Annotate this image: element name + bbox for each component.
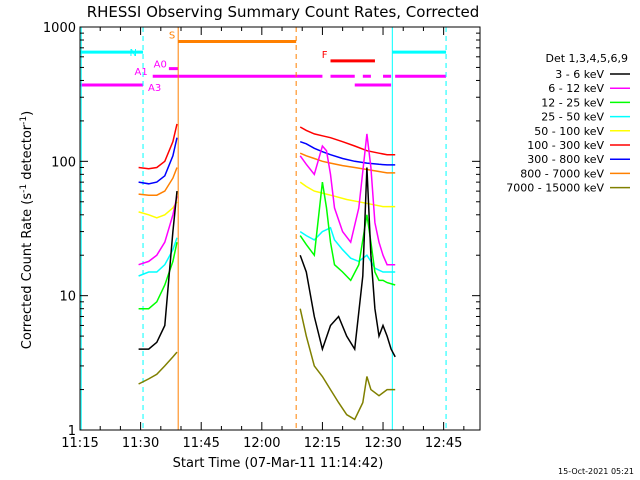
series-line-6-12-keV bbox=[138, 196, 178, 266]
series-line-800-7000-keV bbox=[299, 152, 396, 174]
series-line-7000-15000-keV bbox=[299, 308, 396, 421]
legend-label: 7000 - 15000 keV bbox=[506, 182, 604, 195]
legend-label: 6 - 12 keV bbox=[548, 82, 604, 95]
mode-change-lines bbox=[80, 27, 447, 430]
plot-frame bbox=[79, 26, 481, 431]
series-group bbox=[138, 123, 396, 421]
x-tick-label: 12:15 bbox=[304, 436, 341, 451]
series-line-50-100-keV bbox=[299, 181, 396, 208]
y-axis-label-mid: detector bbox=[20, 124, 35, 184]
series-line-100-300-keV bbox=[299, 126, 396, 156]
series-line-3-6-keV bbox=[138, 191, 178, 350]
y-axis-label-end: ) bbox=[20, 111, 35, 116]
chart-title: RHESSI Observing Summary Count Rates, Co… bbox=[87, 3, 480, 21]
y-axis-label: Corrected Count Rate (s-1 detector-1) bbox=[19, 111, 35, 349]
y-axis-label-main: Corrected Count Rate (s bbox=[20, 193, 35, 350]
x-tick-label: 12:45 bbox=[425, 436, 462, 451]
y-tick-label: 10 bbox=[59, 290, 76, 305]
series-line-12-25-keV bbox=[138, 242, 178, 310]
series-line-6-12-keV bbox=[299, 133, 396, 266]
series-line-100-300-keV bbox=[138, 123, 178, 170]
series-line-50-100-keV bbox=[138, 201, 178, 219]
legend-label: 3 - 6 keV bbox=[555, 68, 604, 81]
legend-label: 50 - 100 keV bbox=[534, 125, 604, 138]
timestamp: 15-Oct-2021 05:21 bbox=[558, 467, 634, 476]
x-tick-label: 11:30 bbox=[122, 436, 159, 451]
y-tick-label: 100 bbox=[51, 155, 76, 170]
series-line-800-7000-keV bbox=[138, 167, 178, 196]
flag-label-a0: A0 bbox=[154, 60, 167, 71]
legend-label: 12 - 25 keV bbox=[541, 96, 604, 109]
x-tick-label: 11:15 bbox=[61, 436, 98, 451]
y-tick-label: 1 bbox=[68, 424, 76, 439]
series-line-3-6-keV bbox=[299, 167, 396, 358]
series-line-300-800-keV bbox=[299, 140, 396, 166]
flag-label-a1: A1 bbox=[135, 67, 148, 78]
legend-label: 300 - 800 keV bbox=[527, 153, 604, 166]
series-line-12-25-keV bbox=[299, 181, 396, 286]
flag-label-n: N bbox=[130, 48, 137, 59]
legend-label: 800 - 7000 keV bbox=[520, 167, 604, 180]
series-line-7000-15000-keV bbox=[138, 351, 178, 385]
axes: 11:15 11:30 11:45 12:00 12:15 12:30 12:45 1 10 10… bbox=[43, 21, 481, 451]
x-tick-label: 11:45 bbox=[182, 436, 219, 451]
x-axis-label: Start Time (07-Mar-11 11:14:42) bbox=[173, 456, 384, 471]
y-axis-label-sup2: -1 bbox=[19, 116, 29, 125]
flag-label-f: F bbox=[322, 50, 328, 61]
legend-title: Det 1,3,4,5,6,9 bbox=[545, 52, 628, 65]
flag-label-a3: A3 bbox=[148, 83, 161, 94]
y-axis-label-sup1: -1 bbox=[19, 184, 29, 193]
series-line-25-50-keV bbox=[138, 237, 178, 277]
x-tick-label: 12:30 bbox=[364, 436, 401, 451]
x-tick-label: 12:00 bbox=[243, 436, 280, 451]
y-tick-label: 1000 bbox=[43, 21, 76, 36]
series-line-300-800-keV bbox=[138, 137, 178, 185]
flag-label-s: S bbox=[169, 30, 175, 41]
legend-label: 25 - 50 keV bbox=[541, 111, 604, 124]
legend-label: 100 - 300 keV bbox=[527, 139, 604, 152]
